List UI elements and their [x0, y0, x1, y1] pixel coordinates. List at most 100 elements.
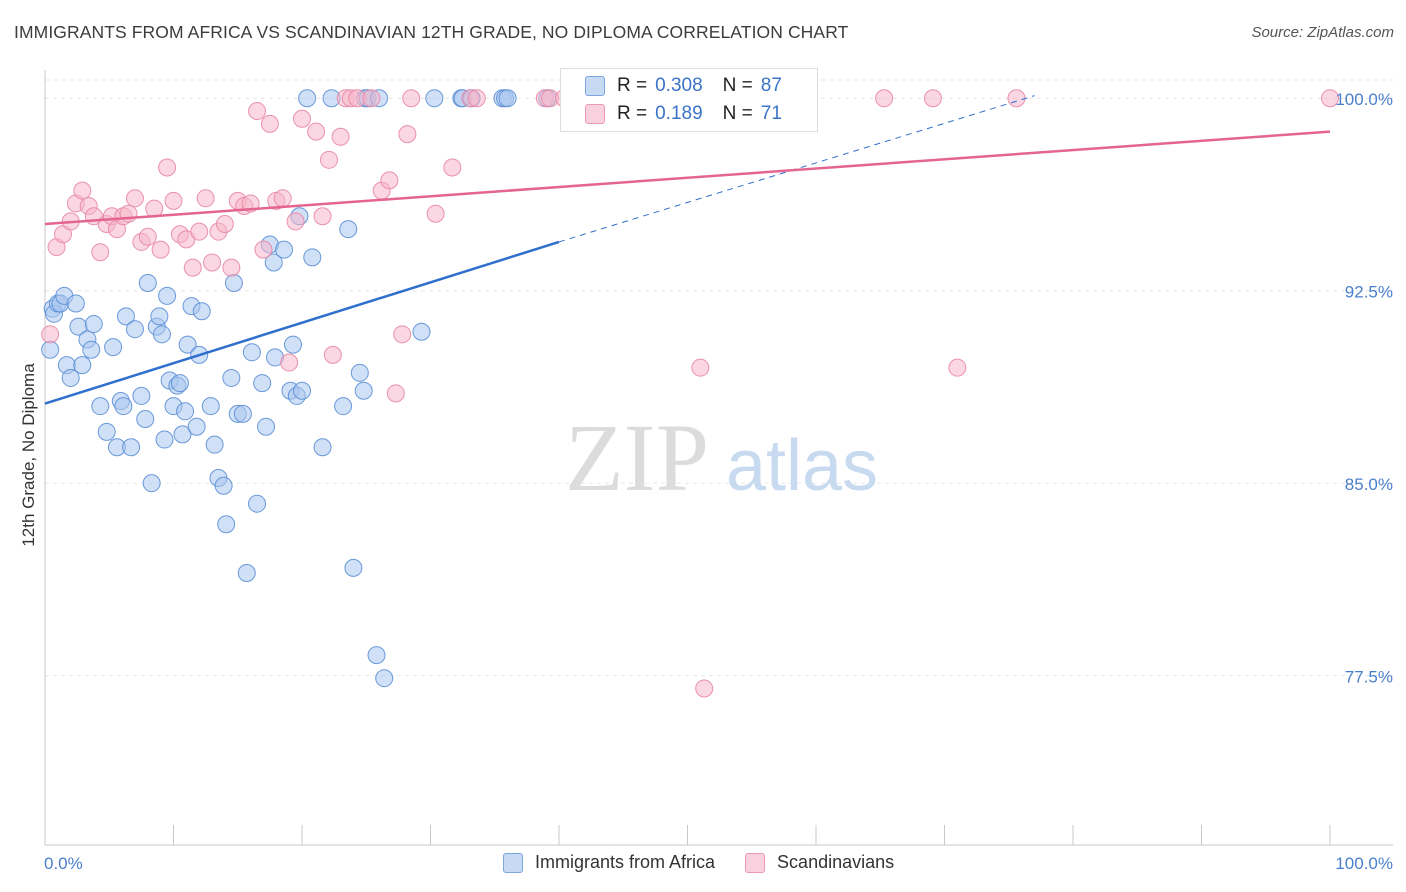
point-scandinavians [948, 358, 967, 377]
point-scandinavians [151, 240, 170, 259]
legend-r-label: R = [617, 103, 648, 124]
legend-row-scandinavians: R = 0.189 N = 71 [585, 102, 790, 126]
point-africa [170, 374, 189, 393]
point-scandinavians [443, 158, 462, 177]
legend-r-value-scandinavians: 0.189 [655, 103, 703, 124]
point-africa [158, 286, 177, 305]
point-africa [91, 397, 110, 416]
legend-row-africa: R = 0.308 N = 87 [585, 74, 790, 98]
point-africa [201, 397, 220, 416]
series-legend-africa: Immigrants from Africa [503, 852, 715, 873]
point-africa [354, 381, 373, 400]
point-africa [248, 494, 267, 513]
point-scandinavians [91, 243, 110, 262]
point-africa [367, 646, 386, 665]
point-scandinavians [138, 227, 157, 246]
point-africa [275, 240, 294, 259]
point-africa [339, 220, 358, 239]
point-scandinavians [398, 125, 417, 144]
y-tick-label: 92.5% [1345, 283, 1393, 302]
point-africa [253, 374, 272, 393]
point-africa [242, 343, 261, 362]
point-africa [152, 325, 171, 344]
legend-n-label: N = [722, 103, 753, 124]
point-africa [176, 402, 195, 421]
point-scandinavians [695, 679, 714, 698]
point-scandinavians [158, 158, 177, 177]
tick-labels: 100.0% 92.5% 85.0% 77.5% 0.0% 100.0% [44, 90, 1393, 873]
point-africa [41, 340, 60, 359]
point-scandinavians [426, 204, 445, 223]
point-africa [150, 307, 169, 326]
point-africa [73, 356, 92, 375]
chart-title: IMMIGRANTS FROM AFRICA VS SCANDINAVIAN 1… [14, 22, 849, 42]
point-africa [284, 335, 303, 354]
point-africa [217, 515, 236, 534]
point-scandinavians [293, 109, 311, 128]
point-africa [173, 425, 192, 444]
point-scandinavians [1007, 89, 1026, 108]
point-scandinavians [307, 122, 326, 141]
point-africa [233, 404, 252, 423]
point-scandinavians [254, 240, 273, 259]
point-africa [375, 669, 394, 688]
legend-r-label: R = [617, 75, 648, 96]
point-africa [116, 307, 135, 326]
series-legend: Immigrants from Africa Scandinavians [503, 852, 924, 873]
point-scandinavians [1321, 89, 1339, 108]
series-legend-scandinavians: Scandinavians [745, 852, 894, 873]
point-scandinavians [691, 358, 710, 377]
point-africa [84, 315, 103, 334]
point-africa [187, 417, 206, 436]
point-africa [192, 302, 211, 321]
x-tick-label-min: 0.0% [44, 854, 83, 873]
point-scandinavians [196, 189, 215, 208]
point-africa [82, 340, 101, 359]
point-africa [136, 410, 155, 429]
point-africa [344, 558, 363, 577]
trend-line-scandinavians [44, 130, 1331, 226]
point-africa [132, 386, 151, 405]
point-scandinavians [183, 258, 202, 277]
point-africa [224, 273, 243, 292]
series-name-africa: Immigrants from Africa [535, 852, 716, 872]
point-scandinavians [260, 114, 279, 133]
legend-swatch-scandinavians [585, 104, 605, 124]
point-africa [178, 335, 197, 354]
point-scandinavians [467, 89, 486, 108]
series-swatch-africa [503, 852, 523, 873]
point-scandinavians [319, 150, 338, 169]
point-africa [334, 397, 353, 416]
point-scandinavians [119, 204, 138, 223]
point-scandinavians [73, 181, 92, 200]
y-tick-label: 77.5% [1345, 668, 1393, 687]
y-tick-label: 100.0% [1335, 90, 1393, 109]
point-africa [66, 294, 85, 313]
point-africa [61, 368, 80, 387]
axes [44, 70, 1393, 846]
point-africa [498, 89, 517, 108]
gridlines [45, 79, 1394, 677]
point-scandinavians [248, 102, 267, 121]
legend-n-value-scandinavians: 71 [760, 103, 782, 124]
point-scandinavians [380, 171, 399, 190]
point-africa [425, 89, 444, 108]
y-tick-label: 85.0% [1345, 475, 1393, 494]
point-africa [293, 381, 311, 400]
trend-extension-africa [558, 95, 1035, 243]
point-africa [104, 338, 123, 357]
point-scandinavians [215, 214, 234, 233]
point-scandinavians [386, 384, 405, 403]
point-scandinavians [393, 325, 412, 344]
point-scandinavians [331, 127, 350, 146]
point-africa [214, 476, 233, 495]
legend-r-value-africa: 0.308 [655, 75, 703, 96]
trend-line-africa [44, 240, 560, 405]
legend-swatch-africa [585, 76, 605, 96]
trend-lines [44, 95, 1331, 405]
x-tick-label-max: 100.0% [1335, 854, 1393, 873]
point-africa [125, 320, 144, 339]
point-scandinavians [362, 89, 381, 108]
point-africa [205, 435, 224, 454]
